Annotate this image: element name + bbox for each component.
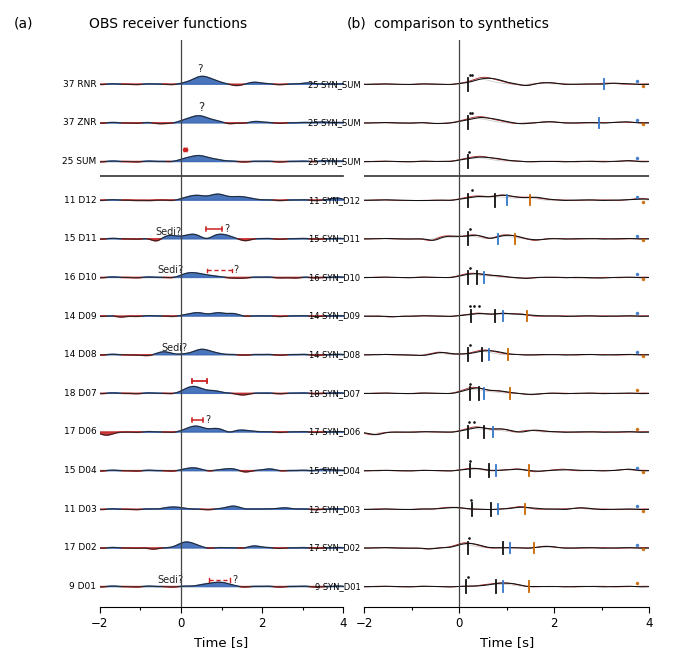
Text: ?: ? xyxy=(225,224,229,234)
X-axis label: Time [s]: Time [s] xyxy=(480,636,534,648)
Text: 11 D03: 11 D03 xyxy=(64,505,96,514)
Text: 11 SYN_D12: 11 SYN_D12 xyxy=(309,196,360,205)
Text: 37 ZNR: 37 ZNR xyxy=(63,119,96,127)
Text: 12 SYN_D03: 12 SYN_D03 xyxy=(309,505,360,514)
Text: 9 D01: 9 D01 xyxy=(69,582,96,591)
Text: comparison to synthetics: comparison to synthetics xyxy=(374,17,550,30)
Text: 14 SYN_D09: 14 SYN_D09 xyxy=(309,312,360,321)
Text: 15 D04: 15 D04 xyxy=(64,466,96,475)
Text: 15 SYN_D04: 15 SYN_D04 xyxy=(309,466,360,475)
Text: 25 SUM: 25 SUM xyxy=(62,157,96,166)
Text: 15 D11: 15 D11 xyxy=(64,234,96,243)
Text: 11 D12: 11 D12 xyxy=(64,196,96,205)
Text: 25 SYN_SUM: 25 SYN_SUM xyxy=(308,157,360,166)
Text: 37 RNR: 37 RNR xyxy=(63,80,96,89)
Text: 17 SYN_D06: 17 SYN_D06 xyxy=(309,428,360,436)
Text: Sedi?: Sedi? xyxy=(156,227,182,237)
Text: 25 SYN_SUM: 25 SYN_SUM xyxy=(308,80,360,89)
Text: (b): (b) xyxy=(347,17,367,30)
Text: Sedi?: Sedi? xyxy=(158,265,184,276)
Text: (a): (a) xyxy=(14,17,33,30)
Text: Sedi?: Sedi? xyxy=(158,575,184,585)
Text: 17 SYN_D02: 17 SYN_D02 xyxy=(309,544,360,552)
Text: 17 D02: 17 D02 xyxy=(64,544,96,552)
Text: 18 D07: 18 D07 xyxy=(64,389,96,398)
Text: 14 SYN_D08: 14 SYN_D08 xyxy=(309,350,360,359)
Text: ?: ? xyxy=(232,575,238,585)
Text: 16 D10: 16 D10 xyxy=(64,273,96,282)
Text: 16 SYN_D10: 16 SYN_D10 xyxy=(309,273,360,282)
Text: 14 D09: 14 D09 xyxy=(64,312,96,321)
Text: ?: ? xyxy=(198,64,203,74)
Text: ?: ? xyxy=(198,101,204,114)
Text: ?: ? xyxy=(234,265,239,275)
Text: 18 SYN_D07: 18 SYN_D07 xyxy=(309,389,360,398)
Text: 17 D06: 17 D06 xyxy=(64,428,96,436)
X-axis label: Time [s]: Time [s] xyxy=(194,636,249,648)
Text: 25 SYN_SUM: 25 SYN_SUM xyxy=(308,119,360,127)
Text: OBS receiver functions: OBS receiver functions xyxy=(89,17,247,30)
Text: 9 SYN_D01: 9 SYN_D01 xyxy=(315,582,360,591)
Text: ?: ? xyxy=(205,416,210,426)
Text: 14 D08: 14 D08 xyxy=(64,350,96,359)
Text: 15 SYN_D11: 15 SYN_D11 xyxy=(309,234,360,243)
Text: Sedi?: Sedi? xyxy=(161,343,188,353)
